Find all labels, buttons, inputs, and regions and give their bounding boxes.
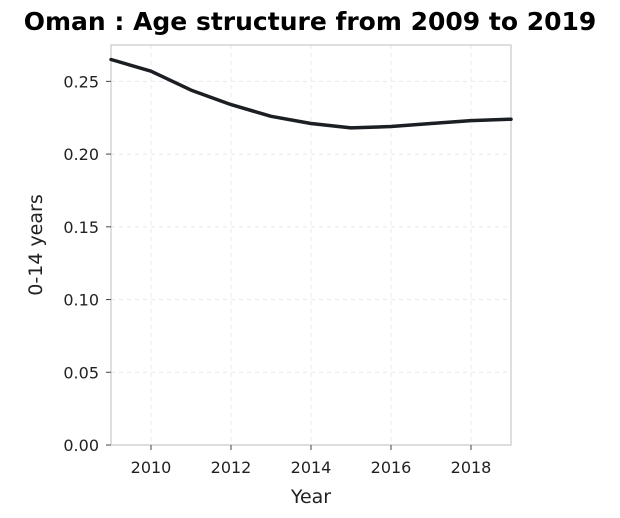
y-tick-label: 0.20 [63, 145, 99, 164]
x-tick-label: 2018 [451, 458, 492, 477]
series-layer [109, 57, 513, 130]
axis-ticks: 0.00 0.05 0.10 0.15 0.20 0.25 2010 2012 2014 2016… [63, 72, 491, 477]
y-tick-label: 0.05 [63, 363, 99, 382]
x-tick-label: 2012 [211, 458, 252, 477]
x-tick-label: 2014 [291, 458, 332, 477]
y-tick-label: 0.15 [63, 218, 99, 237]
y-tick-label: 0.10 [63, 291, 99, 310]
y-tick-label: 0.25 [63, 72, 99, 91]
y-tick-label: 0.00 [63, 436, 99, 455]
series-line [109, 57, 513, 130]
gridlines [111, 45, 511, 446]
y-axis-title: 0-14 years [25, 194, 47, 295]
x-tick-label: 2010 [131, 458, 172, 477]
chart-title: Oman : Age structure from 2009 to 2019 [24, 7, 597, 36]
x-axis-title: Year [290, 486, 331, 508]
x-tick-label: 2016 [371, 458, 412, 477]
